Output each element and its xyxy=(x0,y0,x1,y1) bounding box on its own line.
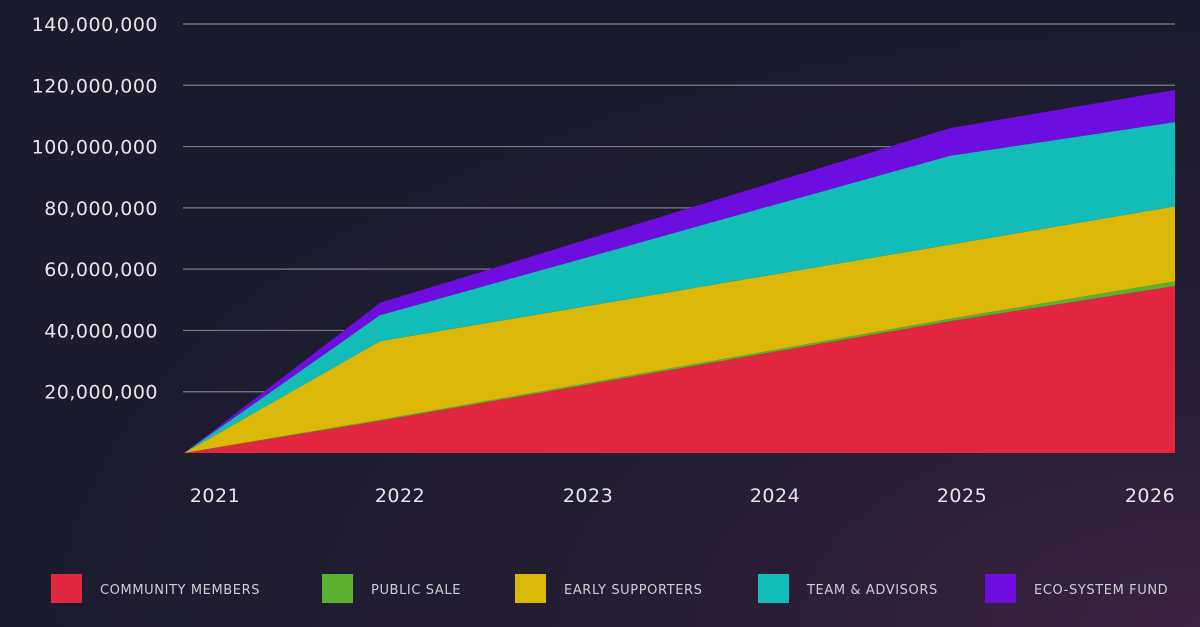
legend-swatch xyxy=(985,574,1016,603)
y-tick-label: 120,000,000 xyxy=(32,75,158,97)
x-axis-ticks: 2021 2022 2023 2024 2025 2026 xyxy=(190,485,1175,507)
legend-label: EARLY SUPPORTERS xyxy=(564,583,703,598)
legend-item: PUBLIC SALE xyxy=(322,574,461,603)
area-eco-system-fund xyxy=(184,89,1175,453)
legend-label: PUBLIC SALE xyxy=(371,583,461,598)
area-community-members xyxy=(184,285,1175,453)
y-axis-ticks: 20,000,000 40,000,000 60,000,000 80,000,000… xyxy=(32,14,158,404)
x-tick-label: 2026 xyxy=(1125,485,1175,507)
legend-swatch xyxy=(758,574,789,603)
y-tick-label: 100,000,000 xyxy=(32,137,158,159)
legend-item: TEAM & ADVISORS xyxy=(758,574,938,603)
legend-label: TEAM & ADVISORS xyxy=(806,583,938,598)
area-team-advisors xyxy=(184,122,1175,454)
y-tick-label: 20,000,000 xyxy=(44,382,158,404)
area-public-sale xyxy=(184,281,1175,453)
legend-item: ECO-SYSTEM FUND xyxy=(985,574,1168,603)
x-tick-label: 2023 xyxy=(563,485,613,507)
y-tick-label: 40,000,000 xyxy=(44,320,158,342)
legend-swatch xyxy=(51,574,82,603)
areas xyxy=(184,89,1175,454)
y-tick-label: 60,000,000 xyxy=(44,259,158,281)
area-early-supporters xyxy=(184,206,1175,453)
x-tick-label: 2024 xyxy=(750,485,800,507)
legend: COMMUNITY MEMBERS PUBLIC SALE EARLY SUPPOR… xyxy=(51,574,1168,603)
x-tick-label: 2022 xyxy=(375,485,425,507)
legend-item: EARLY SUPPORTERS xyxy=(515,574,703,603)
y-tick-label: 140,000,000 xyxy=(32,14,158,36)
x-tick-label: 2025 xyxy=(937,485,987,507)
x-tick-label: 2021 xyxy=(190,485,240,507)
legend-swatch xyxy=(322,574,353,603)
legend-item: COMMUNITY MEMBERS xyxy=(51,574,260,603)
legend-swatch xyxy=(515,574,546,603)
legend-label: COMMUNITY MEMBERS xyxy=(100,583,260,598)
legend-label: ECO-SYSTEM FUND xyxy=(1034,583,1168,598)
y-tick-label: 80,000,000 xyxy=(44,198,158,220)
